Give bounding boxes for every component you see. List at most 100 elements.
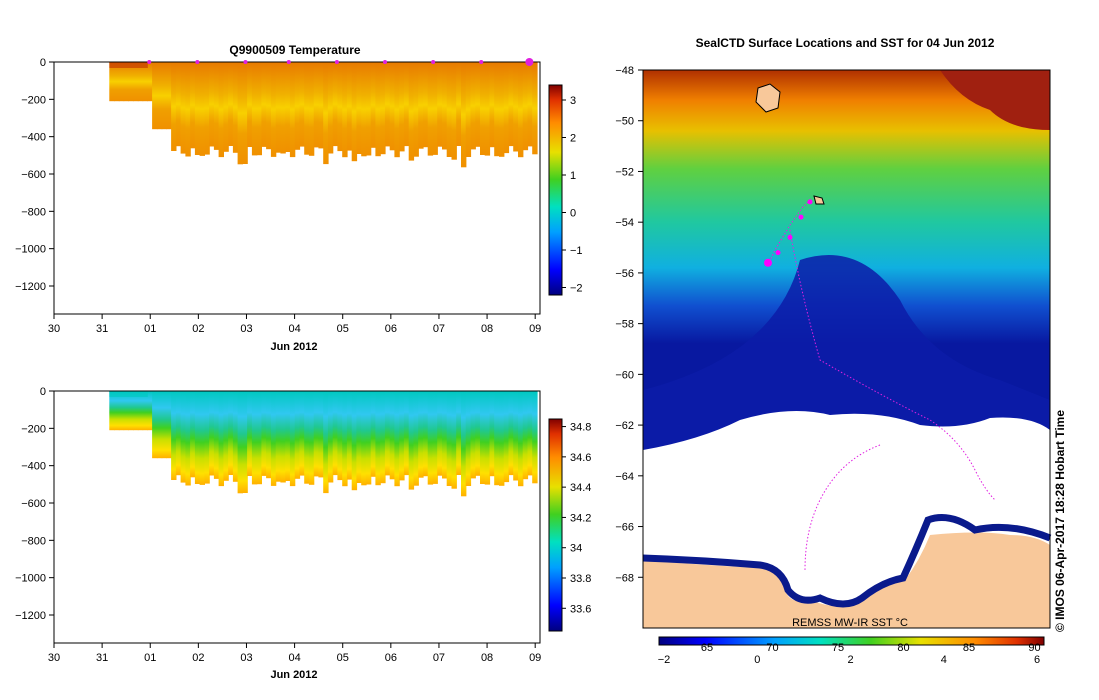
profile-column [456, 391, 462, 475]
temperature-plot-frame [53, 61, 541, 315]
profile-column [437, 391, 443, 476]
salinity-plot-frame [53, 390, 541, 644]
profile-column [532, 62, 538, 155]
profile-column [484, 62, 491, 156]
profile-column [213, 62, 220, 150]
warm-region [940, 70, 1050, 130]
profile-column [256, 62, 262, 156]
x-tick-label: 30 [48, 652, 60, 664]
x-tick-label: 05 [337, 323, 349, 335]
colorbar-tick-label: −2 [570, 283, 583, 295]
profile-column [470, 391, 476, 479]
profile-column [266, 62, 272, 150]
x-tick-label: 05 [337, 652, 349, 664]
salinity-x-axis: 30 31 01 02 03 04 05 06 07 08 09 [48, 643, 541, 664]
profile-marker [383, 60, 388, 64]
sst-map-panel: SealCTD Surface Locations and SST for 04… [615, 36, 1067, 666]
y-tick-label: −800 [21, 535, 46, 547]
seal-position-marker [798, 214, 804, 220]
profile-column [470, 62, 476, 150]
profile-column [232, 391, 239, 482]
colorbar-tick-label: 2 [570, 133, 576, 145]
profile-column [175, 391, 182, 476]
salinity-y-axis: 0 −200 −400 −600 −800 −1000 −1200 [15, 386, 54, 622]
profile-column [518, 391, 524, 487]
profile-column [147, 391, 153, 431]
salinity-panel: 0 −200 −400 −600 −800 −1000 −1200 30 31 01 02 03 04… [15, 386, 591, 681]
map-title: SealCTD Surface Locations and SST for 04… [696, 36, 995, 50]
profile-column [118, 391, 125, 431]
profile-column [261, 391, 267, 476]
lat-tick-label: −52 [615, 166, 634, 178]
profile-column [123, 62, 129, 102]
profile-column [194, 391, 201, 484]
profile-marker [525, 58, 534, 66]
seal-position-marker [764, 258, 772, 267]
salinity-colorbar [548, 418, 563, 632]
x-tick-label: 31 [96, 652, 108, 664]
x-tick-label: 07 [433, 323, 445, 335]
profile-column [190, 391, 196, 478]
y-tick-label: −800 [21, 206, 46, 218]
profile-column [423, 62, 429, 148]
x-tick-label: 09 [529, 323, 541, 335]
profile-column [142, 391, 148, 431]
profile-column [185, 391, 191, 486]
profile-column [446, 391, 453, 486]
profile-column [475, 62, 481, 147]
profile-column [489, 62, 495, 148]
profile-column [190, 62, 196, 149]
profile-column [513, 391, 519, 481]
profile-column [370, 391, 377, 477]
profile-column [185, 62, 191, 157]
profile-column [403, 391, 410, 476]
profile-column [308, 391, 315, 485]
profile-column [313, 391, 320, 477]
profile-column [114, 62, 120, 102]
product-label: REMSS MW-IR SST °C [792, 617, 908, 629]
y-tick-label: −200 [21, 94, 46, 106]
profile-column [137, 391, 144, 431]
x-tick-label: 06 [385, 323, 397, 335]
sst-overlay-label: 85 [963, 642, 975, 654]
profile-column [152, 391, 158, 459]
x-tick-label: 04 [288, 652, 300, 664]
temperature-xlabel: Jun 2012 [270, 341, 317, 353]
x-tick-label: 01 [144, 323, 156, 335]
sst-overlay-label: 75 [832, 642, 844, 654]
profile-column [133, 62, 139, 102]
profile-column [323, 391, 329, 494]
profile-column [518, 62, 524, 158]
profile-column [389, 62, 396, 151]
profile-column [209, 391, 215, 476]
x-tick-label: 02 [192, 652, 204, 664]
y-tick-label: −1200 [15, 610, 46, 622]
sst-overlay-label: 80 [897, 642, 909, 654]
lat-tick-label: −58 [615, 319, 634, 331]
profile-column [313, 62, 320, 148]
profile-column [156, 62, 163, 130]
profile-column [508, 62, 514, 147]
profile-column [275, 62, 282, 153]
profile-column [323, 62, 329, 165]
salinity-section-heatmap [109, 391, 538, 497]
profile-column [451, 62, 457, 160]
x-tick-label: 03 [240, 323, 252, 335]
profile-column [285, 62, 291, 152]
profile-column [356, 391, 362, 483]
colorbar-tick-label: 0 [570, 208, 576, 220]
profile-column [247, 391, 253, 476]
profile-column [270, 62, 277, 157]
sst-colorbar-label: 6 [1034, 654, 1040, 666]
profile-column [389, 391, 396, 480]
profile-column [318, 391, 324, 478]
colorbar-tick-label: 33.8 [570, 573, 591, 585]
sst-colorbar-label: 2 [847, 654, 853, 666]
profile-column [465, 391, 472, 486]
profile-column [270, 391, 277, 486]
profile-column [461, 62, 467, 168]
colorbar-tick-label: −1 [570, 245, 583, 257]
profile-column [456, 62, 462, 146]
sst-colorbar-label: 0 [754, 654, 760, 666]
profile-column [494, 391, 500, 486]
